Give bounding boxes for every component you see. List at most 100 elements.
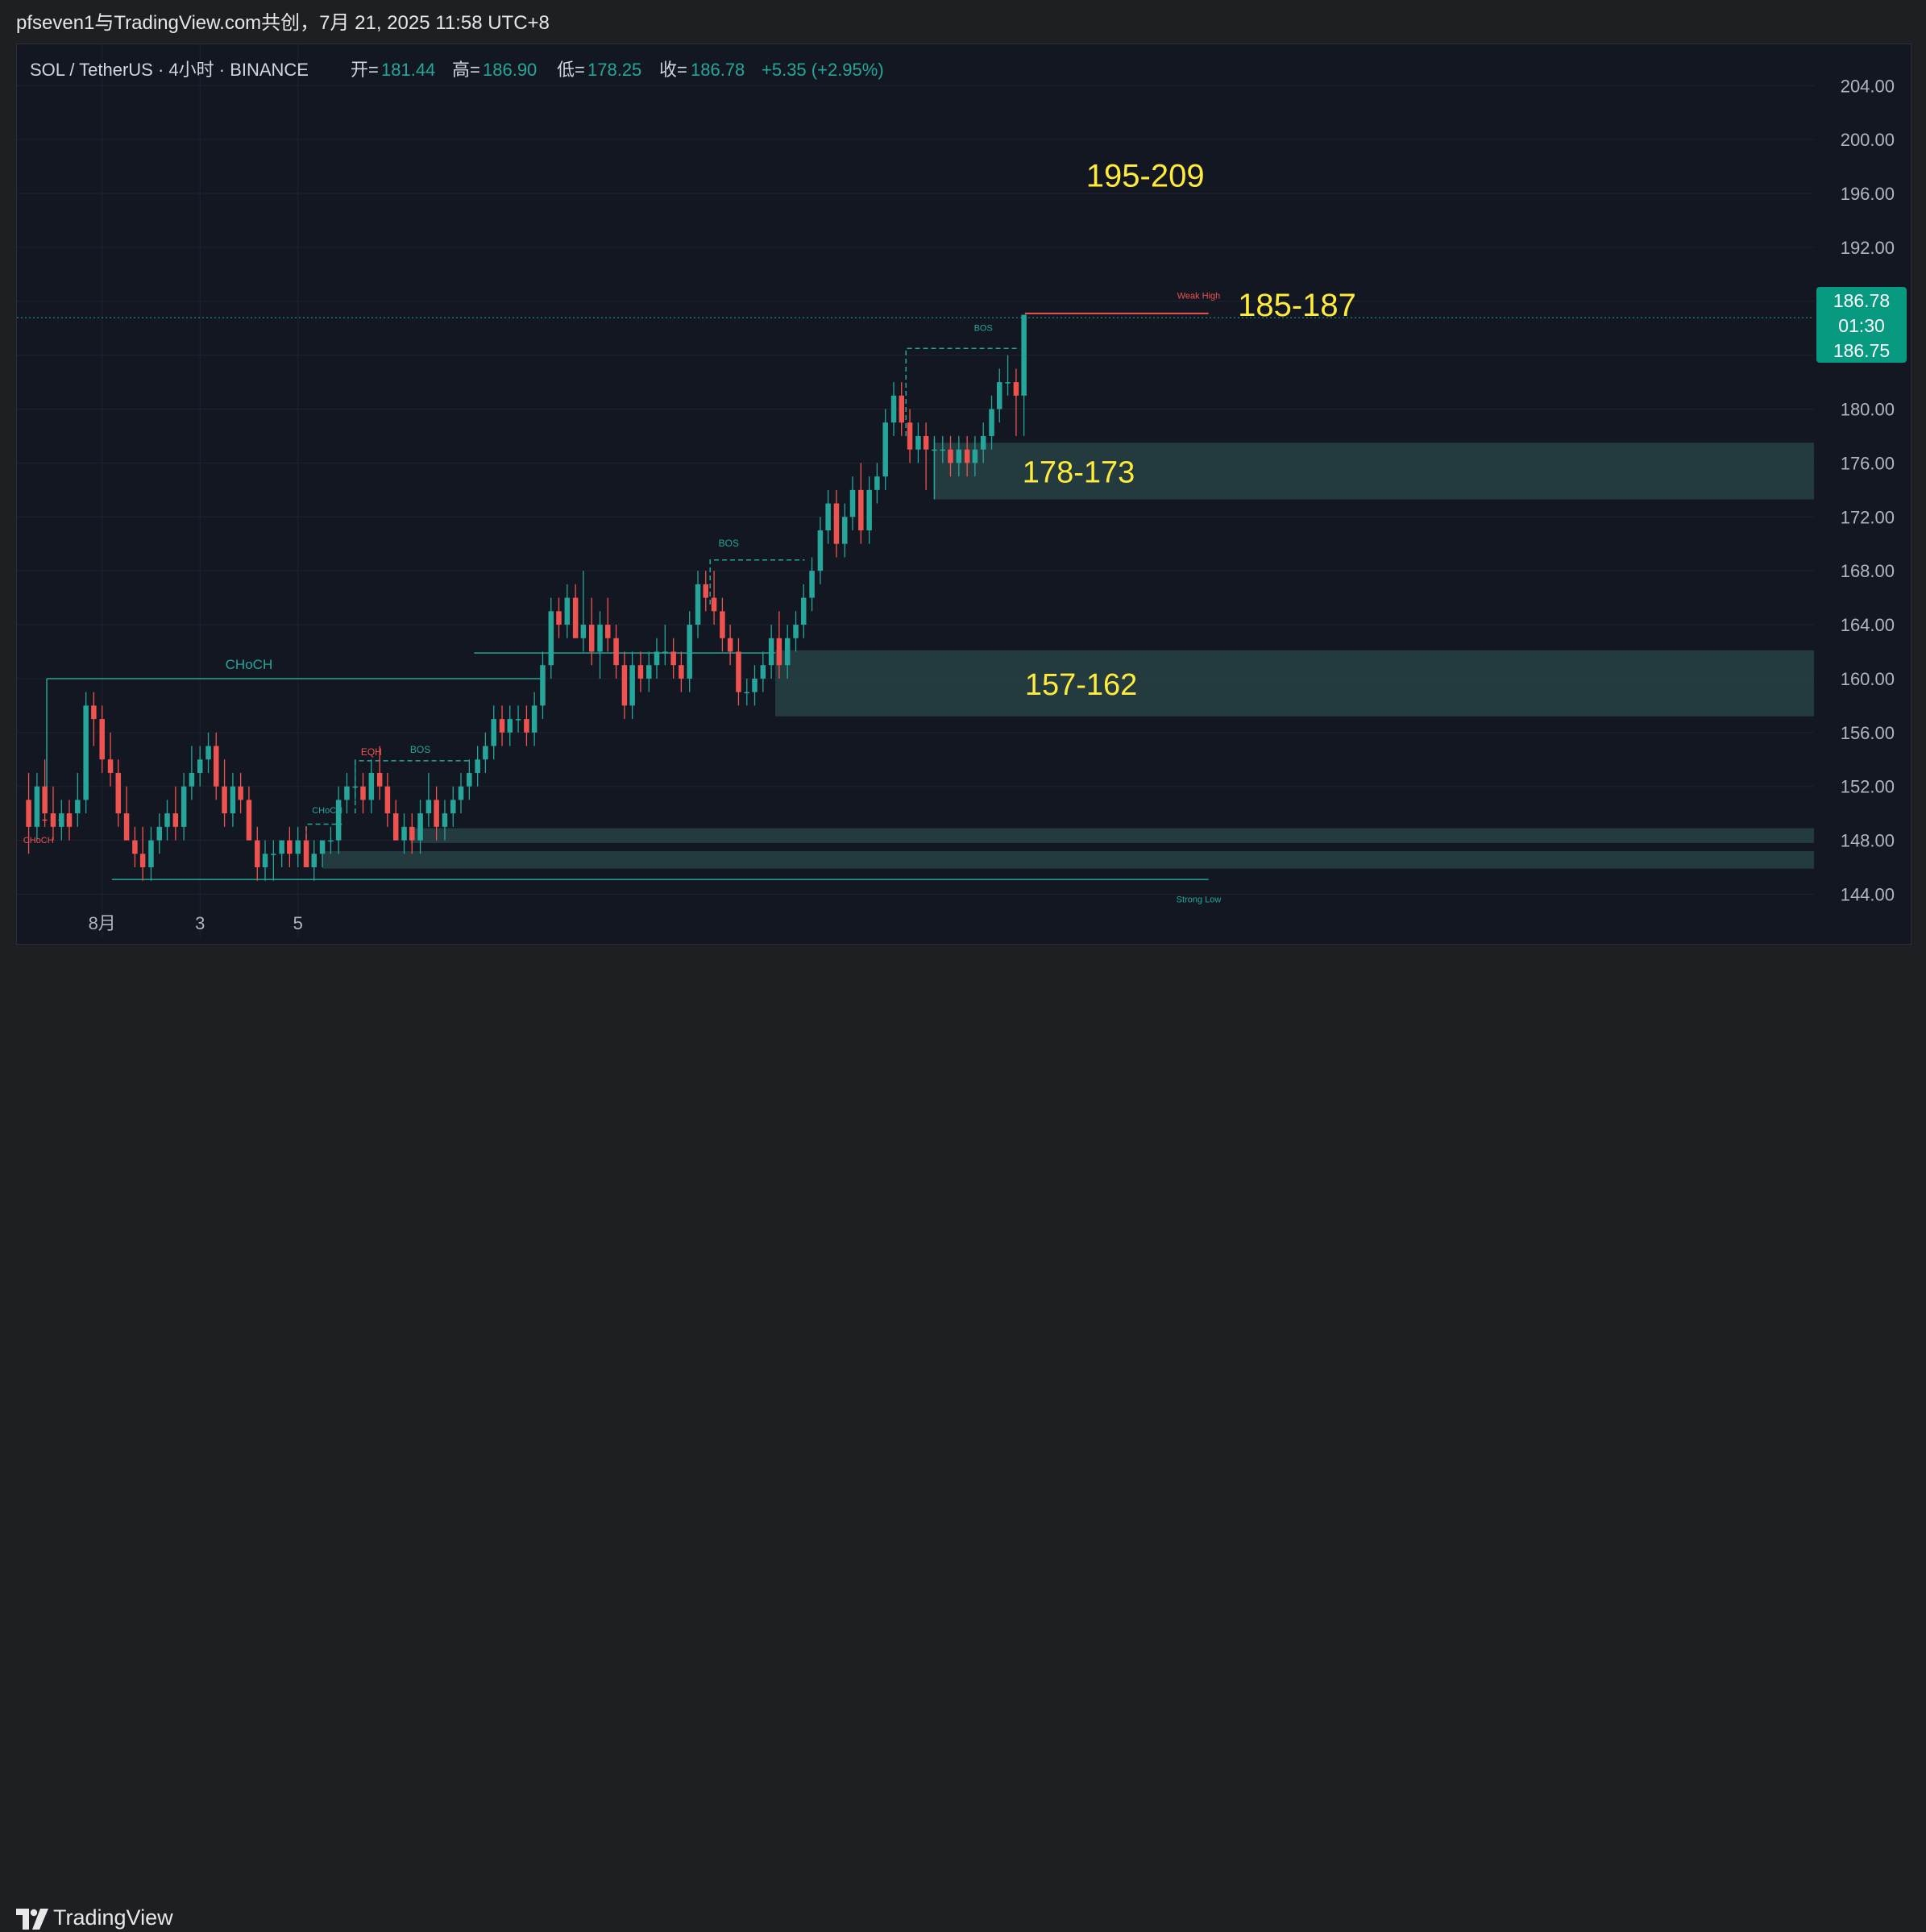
candle-body bbox=[907, 422, 913, 450]
candle-body bbox=[303, 840, 309, 868]
price-zones bbox=[322, 442, 1815, 869]
symbol-legend: SOL / TetherUS · 4小时 · BINANCE 开= 181.44… bbox=[30, 60, 884, 80]
candlestick-chart[interactable]: 178-173 157-162 195-209 185-187 CHoCH BOS BOS E… bbox=[17, 44, 1911, 944]
candle-body bbox=[621, 665, 628, 706]
candle-body bbox=[679, 665, 684, 679]
candle-body bbox=[980, 435, 986, 450]
candle-body bbox=[874, 476, 880, 490]
candle-body bbox=[255, 840, 260, 868]
candle-body bbox=[915, 435, 921, 450]
candle-body bbox=[964, 449, 970, 463]
tradingview-logo-icon[interactable] bbox=[16, 1909, 48, 1930]
candle-body bbox=[384, 786, 391, 814]
price-tick-label: 176.00 bbox=[1841, 453, 1895, 473]
candle-body bbox=[531, 705, 538, 733]
candle-body bbox=[548, 611, 554, 666]
price-tick-label: 160.00 bbox=[1841, 669, 1895, 689]
candle-body bbox=[940, 449, 946, 451]
legend-high-value: 186.90 bbox=[483, 60, 537, 80]
legend-symbol[interactable]: SOL / TetherUS · 4小时 · BINANCE bbox=[30, 60, 309, 80]
candle-body bbox=[996, 382, 1002, 409]
candle-body bbox=[646, 665, 652, 679]
candle-body bbox=[564, 597, 571, 625]
candle-body bbox=[817, 530, 824, 571]
candle-body bbox=[376, 772, 383, 787]
candles bbox=[26, 314, 1027, 881]
candle-body bbox=[793, 625, 799, 638]
current-price-tag: 186.78 01:30 186.75 bbox=[1816, 287, 1907, 363]
candle-body bbox=[491, 719, 496, 746]
candle-body bbox=[695, 584, 701, 625]
candle-body bbox=[213, 746, 219, 787]
structure-label: EQH bbox=[361, 746, 382, 758]
candle-body bbox=[42, 786, 48, 814]
candle-body bbox=[467, 772, 472, 787]
candle-body bbox=[670, 651, 676, 666]
candle-body bbox=[588, 625, 595, 652]
candle-body bbox=[768, 638, 774, 666]
tradingview-brand[interactable]: TradingView bbox=[53, 1905, 173, 1930]
candle-body bbox=[899, 395, 904, 423]
candle-body bbox=[295, 840, 301, 854]
market-structure-lines bbox=[17, 312, 1814, 880]
candle-body bbox=[450, 800, 456, 814]
time-tick-label: 8月 bbox=[89, 913, 116, 933]
structure-label: BOS bbox=[719, 538, 739, 549]
candle-body bbox=[311, 854, 317, 868]
bid-price: 186.75 bbox=[1833, 340, 1890, 361]
candle-body bbox=[352, 786, 359, 788]
legend-change: +5.35 (+2.95%) bbox=[762, 60, 884, 80]
chart-labels: 178-173 157-162 195-209 185-187 CHoCH BOS BOS E… bbox=[23, 159, 1356, 905]
candle-body bbox=[230, 786, 236, 814]
price-tick-label: 168.00 bbox=[1841, 561, 1895, 581]
structure-label: Weak High bbox=[1177, 291, 1221, 301]
candle-body bbox=[800, 597, 807, 625]
candle-body bbox=[776, 638, 782, 666]
structure-label: CHoCH bbox=[312, 806, 342, 816]
candle-body bbox=[556, 611, 562, 625]
candle-body bbox=[923, 435, 929, 450]
candle-body bbox=[972, 449, 978, 463]
candle-body bbox=[833, 503, 840, 544]
candle-body bbox=[760, 665, 766, 679]
candle-body bbox=[164, 813, 170, 827]
structure-label: Strong Low bbox=[1177, 895, 1222, 904]
candle-body bbox=[368, 772, 375, 800]
candle-body bbox=[66, 813, 73, 827]
candle-body bbox=[189, 772, 195, 787]
candle-body bbox=[989, 409, 994, 436]
candle-body bbox=[475, 759, 480, 773]
candle-body bbox=[222, 786, 227, 814]
price-tick-label: 144.00 bbox=[1841, 884, 1895, 904]
price-tick-label: 196.00 bbox=[1841, 184, 1895, 204]
candle-body bbox=[597, 625, 603, 652]
price-tick-label: 152.00 bbox=[1841, 777, 1895, 797]
candle-body bbox=[524, 719, 529, 733]
bar-countdown: 01:30 bbox=[1838, 315, 1885, 336]
candle-body bbox=[784, 638, 791, 666]
footer: TradingView bbox=[0, 945, 1926, 1930]
candle-body bbox=[604, 625, 611, 638]
candle-body bbox=[572, 597, 579, 638]
structure-label: CHoCH bbox=[226, 657, 273, 672]
legend-close-value: 186.78 bbox=[691, 60, 745, 80]
candle-body bbox=[580, 625, 587, 638]
chart-panel[interactable]: 178-173 157-162 195-209 185-187 CHoCH BOS BOS E… bbox=[16, 44, 1911, 945]
candle-body bbox=[123, 813, 130, 841]
candle-body bbox=[91, 705, 97, 720]
candle-body bbox=[139, 854, 146, 868]
candle-body bbox=[613, 638, 619, 666]
candle-body bbox=[181, 786, 187, 827]
candle-body bbox=[866, 489, 872, 531]
candle-body bbox=[26, 800, 31, 827]
candle-body bbox=[703, 584, 708, 598]
candle-body bbox=[849, 489, 856, 517]
candle-body bbox=[842, 517, 848, 544]
structure-label: CHoCH bbox=[23, 836, 54, 846]
candle-body bbox=[148, 840, 154, 868]
candle-body bbox=[727, 638, 733, 652]
candle-body bbox=[882, 422, 888, 477]
price-tick-label: 164.00 bbox=[1841, 615, 1895, 635]
legend-high-label: 高= bbox=[452, 60, 480, 80]
candle-body bbox=[271, 854, 276, 855]
